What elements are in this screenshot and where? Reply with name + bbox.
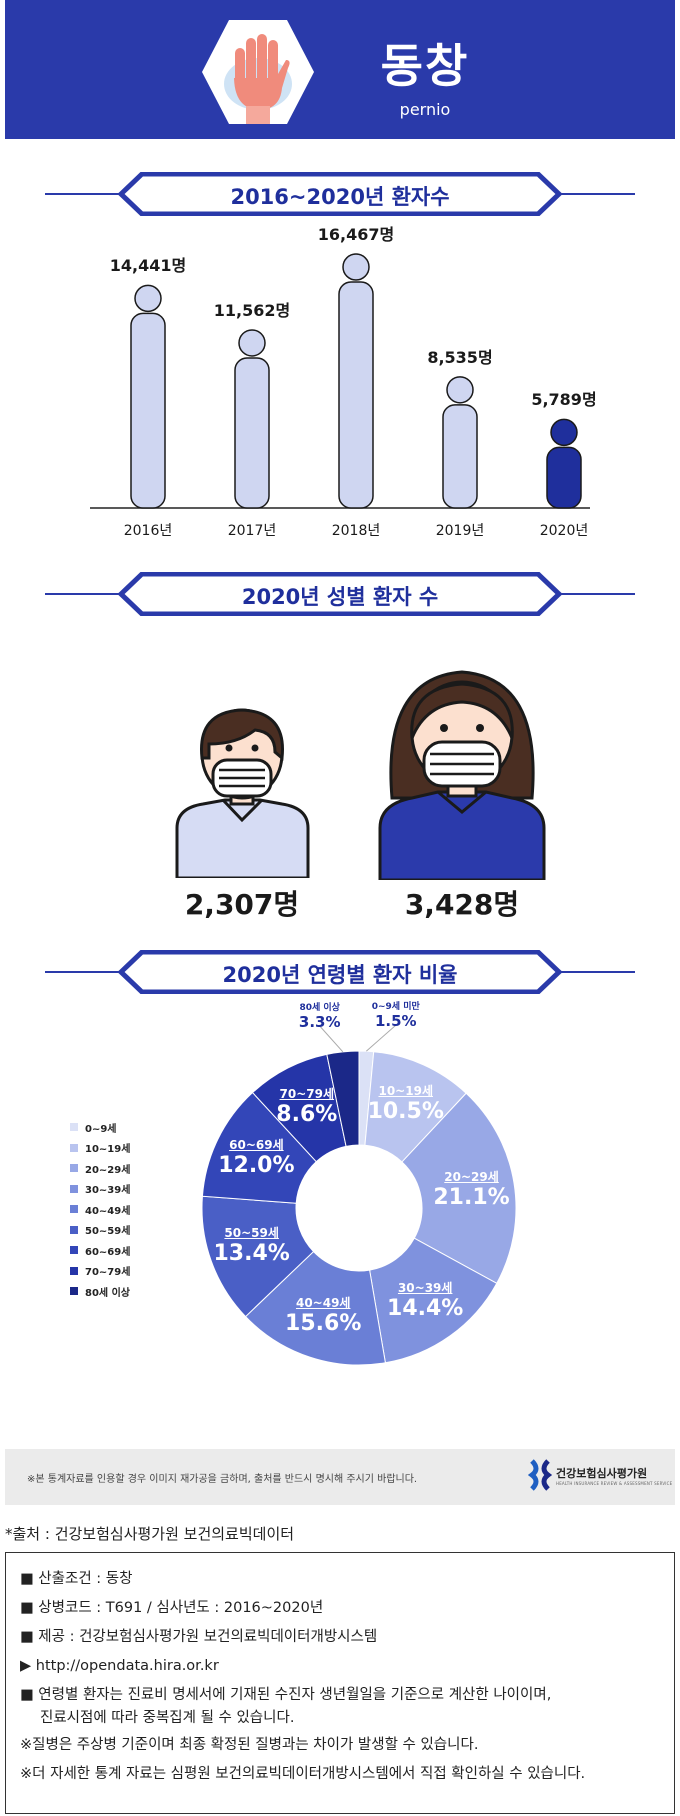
info-line: ※더 자세한 통계 자료는 심평원 보건의료빅데이터개방시스템에서 직접 확인하…	[20, 1766, 586, 1782]
logo-sub: HEALTH INSURANCE REVIEW & ASSESSMENT SER…	[556, 1480, 673, 1486]
page-title: 동창	[380, 39, 470, 93]
bar-2019년	[442, 376, 478, 509]
legend-swatch	[70, 1143, 78, 1152]
legend-item: 50~59세	[70, 1220, 130, 1241]
section-banner-yearly	[45, 172, 635, 216]
info-line: ■ 산출조건 : 동창	[20, 1571, 133, 1587]
year-tick-label: 2017년	[227, 523, 277, 539]
info-line: ※질병은 주상병 기준이며 최종 확정된 질병과는 차이가 발생할 수 있습니다…	[20, 1737, 479, 1753]
bar-value-label: 14,441명	[109, 256, 187, 276]
header-banner: 동창 pernio	[5, 0, 675, 139]
year-tick-label: 2018년	[331, 523, 381, 539]
bar-value-label: 11,562명	[213, 300, 291, 320]
legend-swatch	[70, 1266, 78, 1275]
year-tick-label: 2016년	[123, 523, 173, 539]
page-subtitle: pernio	[399, 100, 451, 119]
legend-item: 0~9세	[70, 1117, 130, 1138]
slice-label: 40~49세 15.6%	[285, 1296, 362, 1337]
leader-line	[366, 1024, 397, 1052]
age-legend: 0~9세 10~19세 20~29세 30~39세 40~49세 50~59세 60~69세…	[70, 1117, 130, 1302]
info-line: ■ 연령별 환자는 진료비 명세서에 기재된 수진자 생년월일을 기준으로 계산…	[20, 1687, 552, 1703]
legend-swatch	[70, 1287, 78, 1296]
slice-40~49세	[244, 1250, 386, 1366]
hand-icon	[202, 20, 314, 124]
slice-30~39세	[369, 1237, 498, 1364]
legend-label: 60~69세	[85, 1246, 131, 1258]
hira-logo-icon	[528, 1459, 552, 1491]
section-title-gender: 2020년 성별 환자 수	[241, 585, 439, 609]
legend-label: 10~19세	[85, 1144, 131, 1156]
legend-label: 20~29세	[85, 1164, 131, 1176]
legend-item: 40~49세	[70, 1199, 130, 1220]
opendata-link[interactable]: ▶ http://opendata.hira.or.kr	[20, 1658, 219, 1674]
bar-2016년	[130, 284, 166, 509]
slice-outer-label: 80세 이상 3.3%	[298, 1002, 341, 1031]
bar-value-label: 16,467명	[317, 225, 395, 244]
slice-20~29세	[401, 1092, 517, 1285]
legend-label: 70~79세	[85, 1267, 131, 1279]
legend-swatch	[70, 1225, 78, 1234]
slice-label: 60~69세 12.0%	[218, 1138, 295, 1179]
legend-swatch	[70, 1123, 78, 1132]
slice-label: 30~39세 14.4%	[387, 1280, 464, 1321]
info-box: ■ 산출조건 : 동창 ■ 상병코드 : T691 / 심사년도 : 2016~…	[5, 1552, 675, 1814]
legend-item: 60~69세	[70, 1240, 130, 1261]
bar-2017년	[234, 329, 270, 509]
slice-80세 이상	[326, 1050, 360, 1147]
bar-2018년	[338, 253, 374, 509]
section-title-yearly: 2016~2020년 환자수	[230, 185, 450, 209]
legend-item: 10~19세	[70, 1138, 130, 1159]
bar-value-label: 8,535명	[427, 347, 493, 367]
bar-2020년	[546, 418, 582, 509]
source-note: *출처 : 건강보험심사평가원 보건의료빅데이터	[5, 1525, 295, 1543]
info-line: 진료시점에 따라 중복집계 될 수 있습니다.	[40, 1710, 295, 1726]
slice-label: 70~79세 8.6%	[276, 1086, 338, 1127]
legend-label: 50~59세	[85, 1226, 131, 1238]
hira-logo: 건강보험심사평가원 HEALTH INSURANCE REVIEW & ASSE…	[528, 1459, 672, 1491]
slice-label: 20~29세 21.1%	[433, 1169, 510, 1210]
slice-label: 50~59세 13.4%	[213, 1226, 290, 1267]
age-donut-chart	[201, 1024, 517, 1366]
legend-item: 30~39세	[70, 1179, 130, 1200]
section-title-age: 2020년 연령별 환자 비율	[222, 963, 458, 987]
usage-notice: ※본 통계자료를 인용할 경우 이미지 재가공을 금하며, 출처를 반드시 명시…	[5, 1449, 675, 1505]
notice-text: ※본 통계자료를 인용할 경우 이미지 재가공을 금하며, 출처를 반드시 명시…	[27, 1474, 418, 1485]
slice-50~59세	[201, 1195, 315, 1318]
year-tick-label: 2019년	[435, 523, 485, 539]
legend-swatch	[70, 1164, 78, 1173]
legend-swatch	[70, 1184, 78, 1193]
legend-item: 70~79세	[70, 1261, 130, 1282]
bar-value-label: 5,789명	[531, 390, 597, 410]
legend-swatch	[70, 1246, 78, 1255]
logo-name: 건강보험심사평가원	[556, 1466, 648, 1480]
leader-line	[319, 1025, 344, 1053]
legend-swatch	[70, 1205, 78, 1214]
info-line: ■ 상병코드 : T691 / 심사년도 : 2016~2020년	[20, 1600, 324, 1616]
male-figure-icon	[175, 708, 310, 878]
section-banner-gender	[45, 572, 635, 616]
slice-label: 10~19세 10.5%	[367, 1084, 444, 1125]
male-count: 2,307명	[184, 888, 300, 921]
legend-label: 30~39세	[85, 1185, 131, 1197]
slice-outer-label: 0~9세 미만 1.5%	[371, 1002, 420, 1031]
yearly-patient-chart	[90, 253, 590, 509]
legend-label: 80세 이상	[85, 1287, 130, 1299]
section-banner-age	[45, 950, 635, 994]
legend-label: 40~49세	[85, 1205, 131, 1217]
info-line: ■ 제공 : 건강보험심사평가원 보건의료빅데이터개방시스템	[20, 1629, 378, 1645]
female-count: 3,428명	[404, 888, 520, 921]
legend-item: 20~29세	[70, 1158, 130, 1179]
year-tick-label: 2020년	[539, 523, 589, 539]
legend-item: 80세 이상	[70, 1281, 130, 1302]
female-figure-icon	[378, 670, 546, 880]
legend-label: 0~9세	[85, 1123, 117, 1135]
